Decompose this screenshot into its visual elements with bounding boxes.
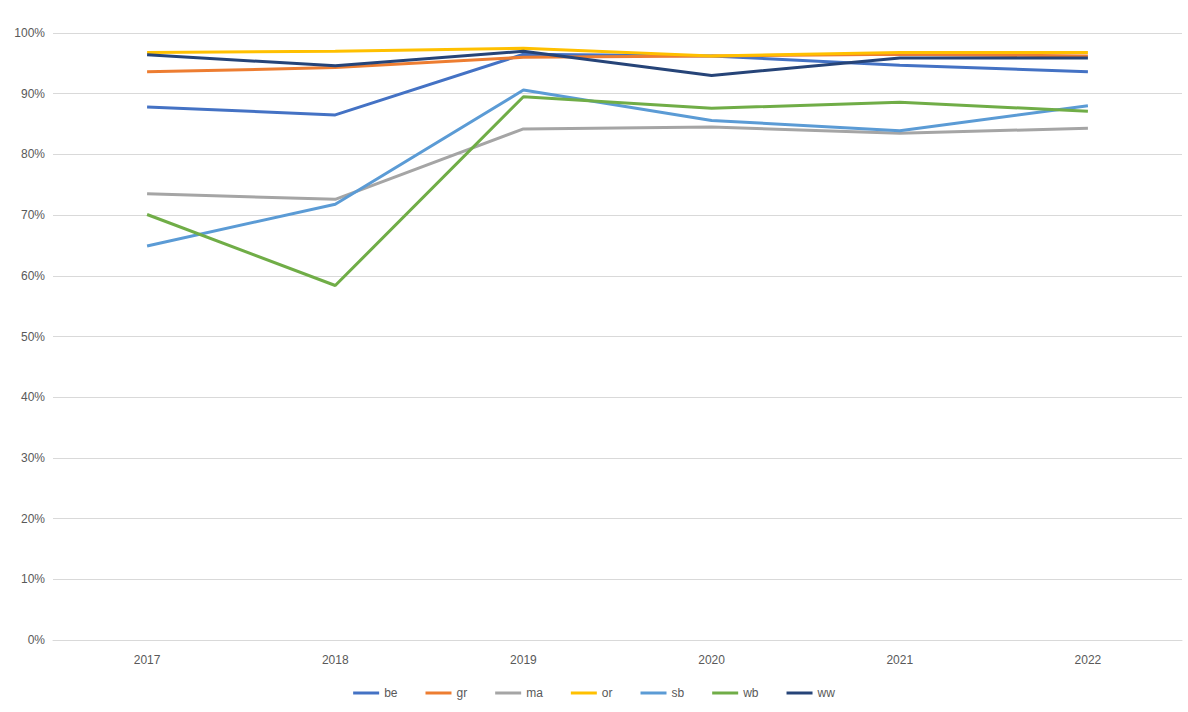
svg-text:2022: 2022 <box>1075 653 1102 667</box>
svg-text:80%: 80% <box>21 147 45 161</box>
svg-text:60%: 60% <box>21 269 45 283</box>
svg-text:2020: 2020 <box>698 653 725 667</box>
svg-text:70%: 70% <box>21 208 45 222</box>
svg-text:2019: 2019 <box>510 653 537 667</box>
svg-text:0%: 0% <box>28 633 46 647</box>
svg-text:wb: wb <box>742 686 759 700</box>
svg-text:or: or <box>602 686 613 700</box>
svg-text:gr: gr <box>456 686 467 700</box>
svg-text:40%: 40% <box>21 390 45 404</box>
svg-text:90%: 90% <box>21 87 45 101</box>
svg-text:10%: 10% <box>21 572 45 586</box>
svg-text:2017: 2017 <box>134 653 161 667</box>
svg-text:50%: 50% <box>21 330 45 344</box>
svg-text:2021: 2021 <box>886 653 913 667</box>
svg-text:ma: ma <box>526 686 543 700</box>
svg-text:30%: 30% <box>21 451 45 465</box>
svg-text:sb: sb <box>672 686 685 700</box>
svg-text:20%: 20% <box>21 512 45 526</box>
svg-text:100%: 100% <box>14 26 45 40</box>
svg-text:be: be <box>384 686 398 700</box>
svg-text:ww: ww <box>817 686 836 700</box>
svg-text:2018: 2018 <box>322 653 349 667</box>
